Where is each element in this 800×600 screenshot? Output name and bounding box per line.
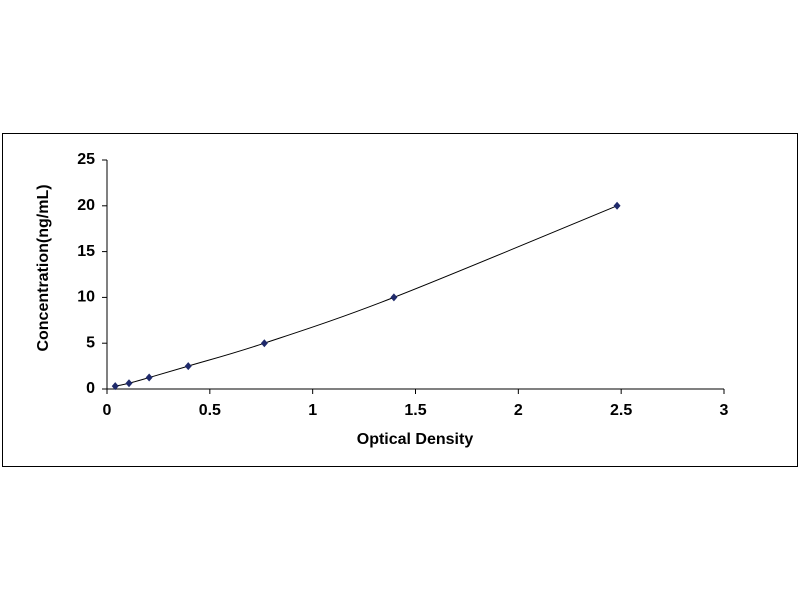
point (145, 373, 153, 382)
y-axis-label: Concentration(ng/mL) (35, 184, 52, 351)
point (390, 293, 398, 302)
point (260, 339, 268, 348)
chart-border (2, 133, 798, 467)
x-tick-label: 0 (103, 402, 112, 419)
x-tick-label: 2.5 (610, 402, 632, 419)
y-tick-label: 25 (77, 151, 95, 168)
point (613, 201, 621, 210)
x-tick-label: 1 (308, 402, 317, 419)
x-tick-label: 2 (514, 402, 523, 419)
y-tick-label: 10 (77, 289, 95, 306)
x-tick-label: 0.5 (199, 402, 221, 419)
point (111, 382, 119, 391)
y-tick-label: 0 (86, 380, 95, 397)
x-tick-label: 1.5 (404, 402, 426, 419)
y-tick-label: 20 (77, 197, 95, 214)
x-axis-label: Optical Density (357, 431, 474, 448)
x-tick-label: 3 (720, 402, 729, 419)
point (125, 379, 133, 388)
y-tick-label: 5 (86, 334, 95, 351)
point (184, 362, 192, 371)
y-tick-label: 15 (77, 243, 95, 260)
